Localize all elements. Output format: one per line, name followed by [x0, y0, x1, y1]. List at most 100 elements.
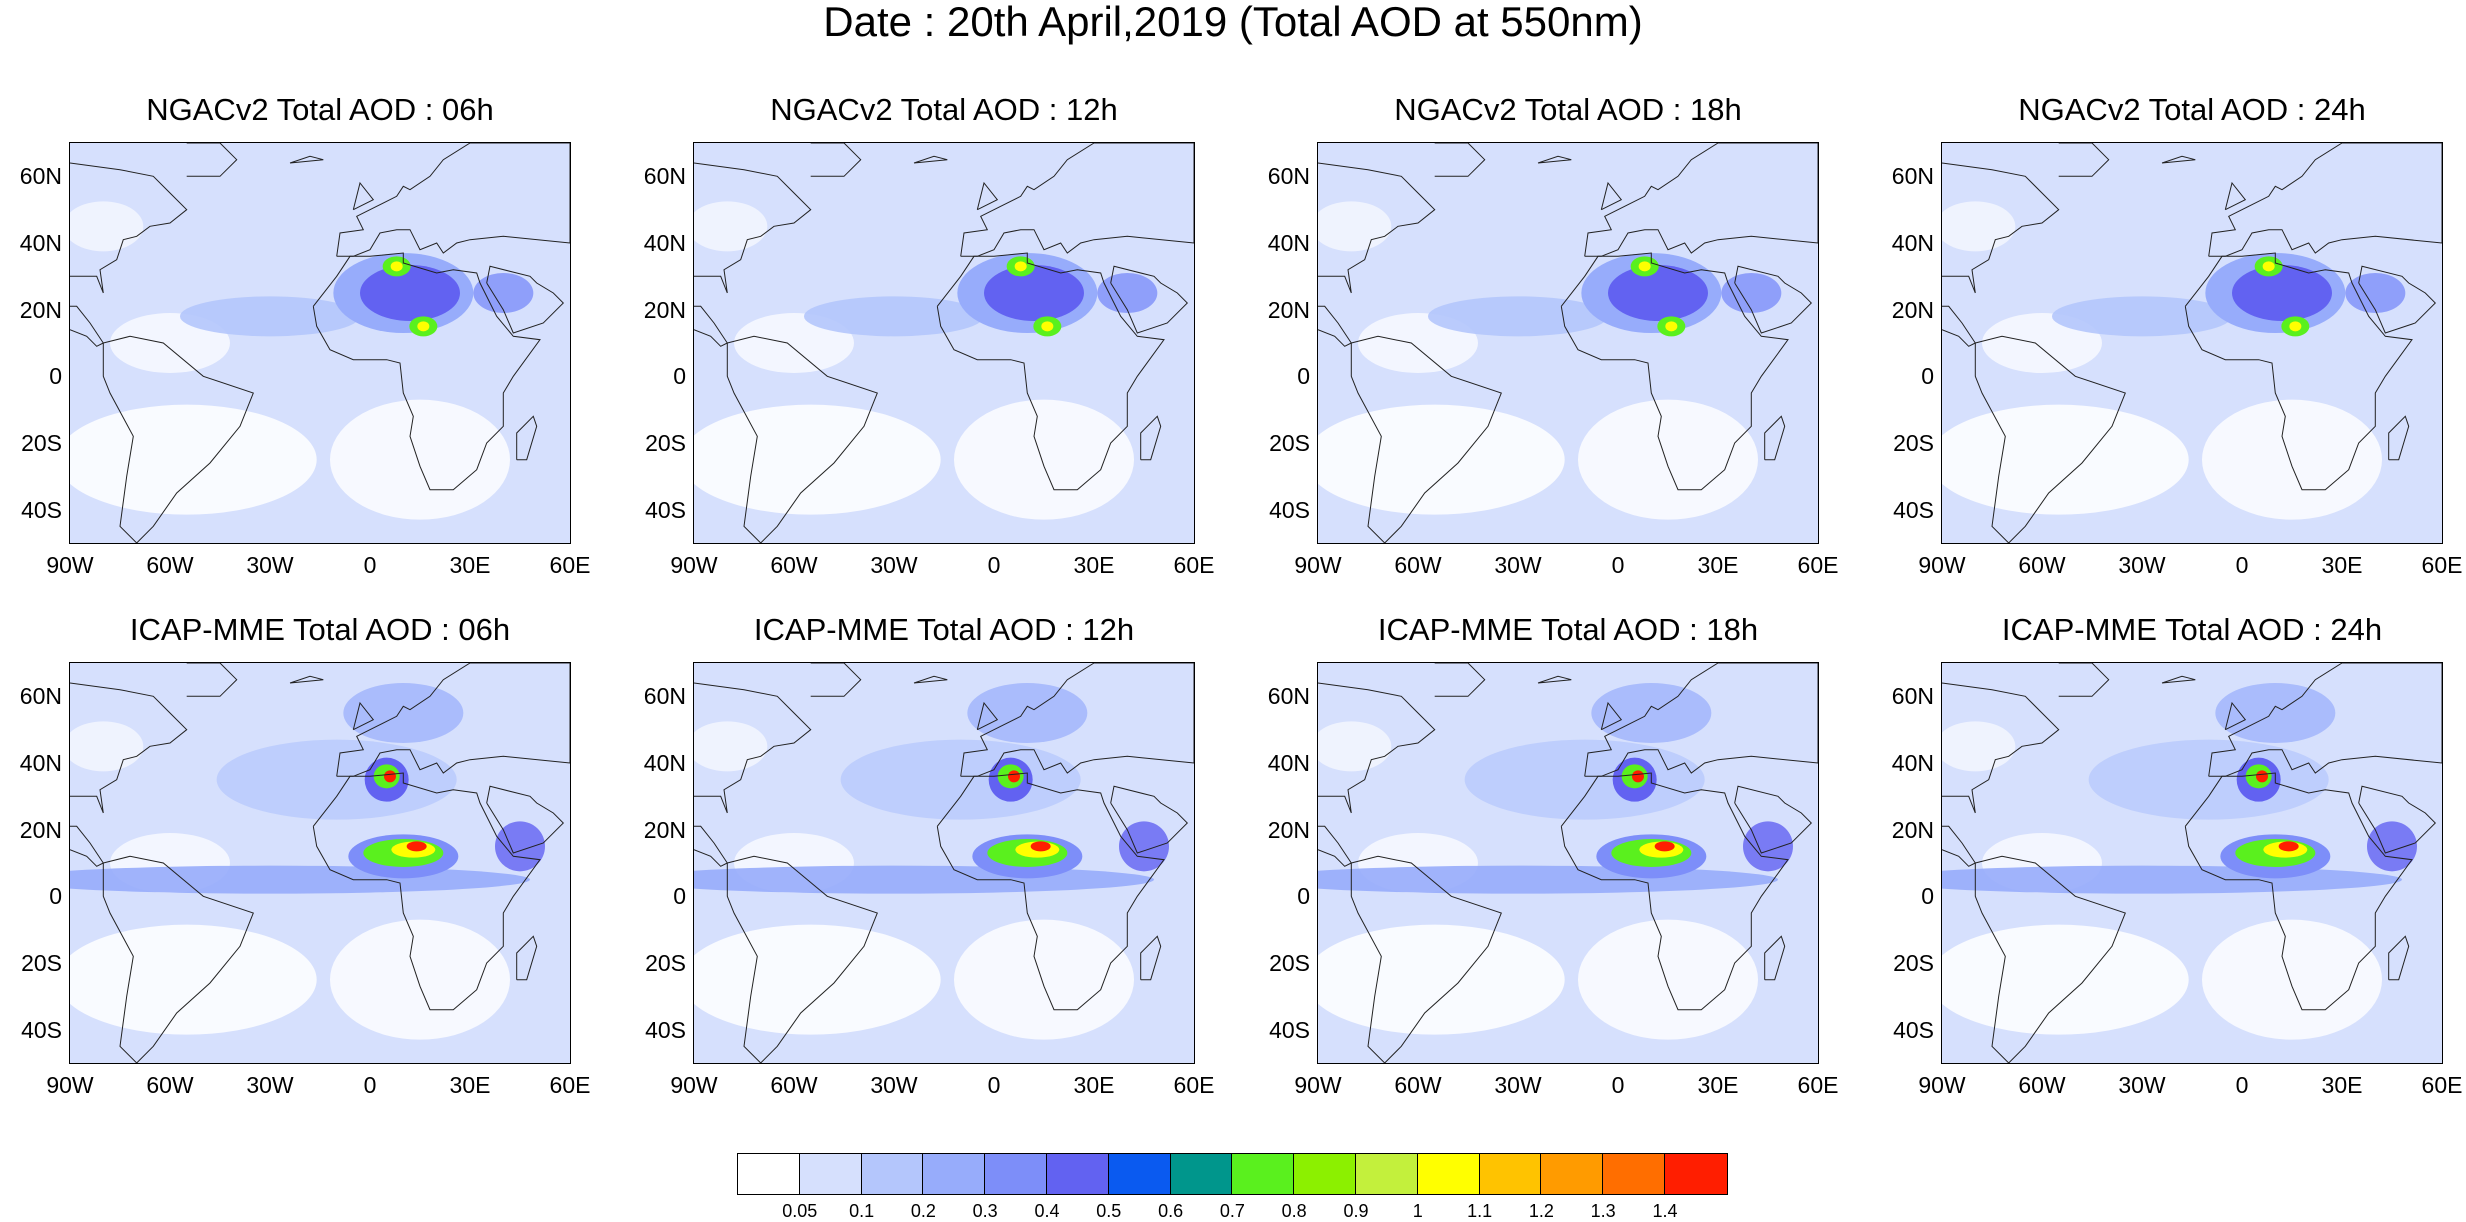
colorbar-label: 0.05 [782, 1201, 818, 1221]
coastlines [1318, 143, 1818, 543]
colorbar-label: 0.6 [1158, 1201, 1184, 1221]
coastlines [70, 143, 570, 543]
lon-tick-label: 30W [2118, 1072, 2166, 1098]
aod-blob [2345, 273, 2406, 313]
coastline-path [1734, 785, 1813, 854]
aod-blob [1942, 721, 2016, 772]
coastline-path [312, 252, 541, 491]
colorbar-swatch [1294, 1154, 1356, 1194]
coastline-path [1974, 855, 2126, 1063]
coastline-path [289, 675, 324, 684]
lat-tick-label: 0 [1297, 883, 1310, 910]
panel-title-ngac-06h: NGACv2 Total AOD : 06h [146, 92, 494, 127]
coastlines [694, 663, 1194, 1063]
aod-blob [216, 739, 457, 820]
aod-blob [1608, 265, 1708, 321]
aod-blob [694, 924, 941, 1035]
colorbar-swatch [985, 1154, 1047, 1194]
coastline-path [2208, 663, 2442, 777]
coastline-path [1600, 701, 1623, 731]
lat-tick-label: 0 [673, 883, 686, 910]
coastline-path [102, 335, 254, 543]
coastline-path [726, 855, 878, 1063]
lat-tick-label: 0 [1921, 363, 1934, 390]
coastline-path [936, 772, 1165, 1011]
lat-tick-label: 20S [1269, 950, 1310, 976]
aod-blob [694, 201, 768, 252]
lat-tick-label: 0 [49, 363, 62, 390]
lat-tick-label: 20N [19, 296, 62, 323]
aod-blob [2202, 919, 2382, 1040]
coastline-path [2224, 181, 2247, 211]
coastline-path [70, 162, 188, 294]
lat-tick-label: 20S [21, 950, 62, 976]
colorbar-swatch [1046, 1154, 1109, 1194]
lon-tick-label: 0 [1611, 1072, 1625, 1098]
aod-blob [804, 296, 984, 337]
aod-blob [1942, 404, 2189, 515]
colorbar-swatch [923, 1154, 986, 1194]
lon-tick-label: 60E [549, 1072, 591, 1098]
aod-blob [984, 265, 1084, 321]
coastline-path [2208, 143, 2442, 257]
lat-tick-label: 20S [645, 430, 686, 456]
lon-tick-label: 60W [770, 552, 818, 578]
coastlines [1942, 663, 2442, 1063]
coastline-path [516, 935, 538, 981]
coastline-path [1600, 181, 1623, 211]
aod-blob [1041, 321, 1054, 332]
lon-tick-label: 0 [987, 1072, 1001, 1098]
aod-blob [2052, 296, 2232, 337]
colorbar-swatch [1603, 1154, 1665, 1194]
lat-tick-label: 40N [1891, 230, 1934, 256]
lat-tick-label: 40S [21, 496, 62, 523]
lat-tick-label: 60N [1267, 163, 1310, 190]
aod-blob [1318, 721, 1392, 772]
aod-field [70, 143, 570, 543]
aod-blob [1942, 865, 2402, 894]
coastlines [1942, 143, 2442, 543]
coastline-path [1318, 825, 1353, 867]
aod-field [1942, 143, 2442, 543]
aod-blob [2256, 770, 2268, 783]
colorbar-label: 0.7 [1219, 1201, 1245, 1221]
lon-tick-label: 30E [449, 552, 491, 578]
colorbar-label: 0.1 [849, 1201, 875, 1221]
aod-blob [1008, 770, 1020, 783]
aod-blob [2262, 261, 2275, 272]
aod-blob [70, 721, 144, 772]
colorbar-swatch [1232, 1154, 1295, 1194]
coastline-path [516, 415, 538, 461]
colorbar-label: 0.8 [1281, 1201, 1307, 1221]
lon-tick-label: 60W [770, 1072, 818, 1098]
coastline-path [1560, 252, 1789, 491]
panel-title-ngac-18h: NGACv2 Total AOD : 18h [1394, 92, 1742, 127]
panel-title-icap-06h: ICAP-MME Total AOD : 06h [129, 612, 511, 647]
panel-title-icap-18h: ICAP-MME Total AOD : 18h [1377, 612, 1759, 647]
lon-tick-label: 90W [46, 1072, 94, 1098]
lon-tick-label: 30W [246, 1072, 294, 1098]
coastline-path [1110, 785, 1189, 854]
coastline-path [70, 825, 105, 867]
lon-tick-label: 60W [1394, 1072, 1442, 1098]
aod-blob [1942, 201, 2016, 252]
lat-tick-label: 40S [1893, 1016, 1934, 1043]
colorbar-swatch [799, 1154, 862, 1194]
colorbar [737, 1153, 1728, 1195]
aod-blob [70, 201, 144, 252]
lat-tick-label: 40N [1891, 750, 1934, 776]
aod-blob [360, 265, 460, 321]
coastline-path [336, 143, 570, 257]
lat-tick-label: 60N [19, 683, 62, 710]
lat-tick-label: 20N [1267, 296, 1310, 323]
aod-blob [70, 404, 317, 515]
coastline-path [1537, 675, 1572, 684]
lat-tick-label: 40N [643, 750, 686, 776]
coastline-path [102, 855, 254, 1063]
coastline-path [1942, 682, 2060, 814]
lat-tick-label: 40N [19, 230, 62, 256]
coastline-path [352, 181, 375, 211]
lon-tick-label: 60W [146, 1072, 194, 1098]
coastline-path [2161, 155, 2196, 164]
aod-field [694, 143, 1194, 543]
